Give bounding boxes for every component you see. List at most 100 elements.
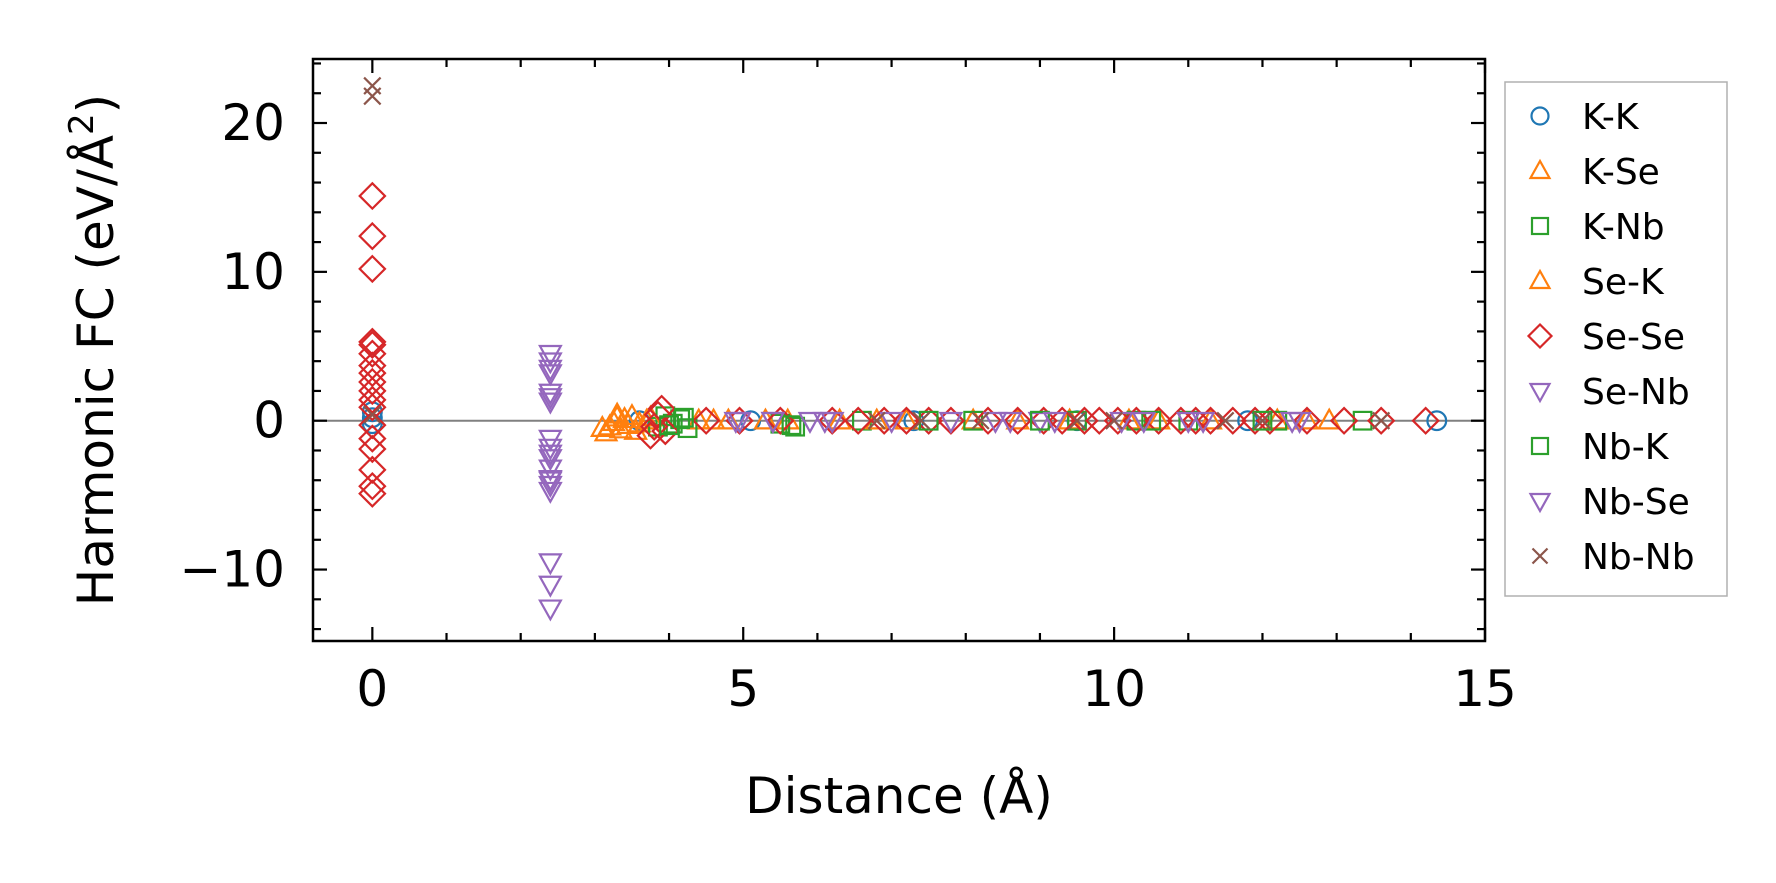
data-point	[1287, 411, 1312, 434]
legend-frame	[1504, 81, 1728, 597]
data-point	[1070, 406, 1099, 435]
y-axis-label-main: Harmonic FC (eV/Å	[67, 135, 125, 606]
plot-frame	[311, 57, 1487, 643]
y-axis-label-close: )	[67, 94, 125, 114]
legend-item-Nb-Se: Nb-Se	[1528, 482, 1690, 523]
data-point	[358, 479, 387, 508]
data-point	[1144, 406, 1173, 435]
legend-label: K-Se	[1582, 152, 1660, 193]
data-point	[538, 553, 563, 576]
legend-marker	[1528, 492, 1552, 514]
data-point	[1294, 407, 1320, 430]
data-point	[538, 475, 563, 498]
data-point	[971, 411, 990, 430]
data-point	[634, 407, 660, 430]
data-point	[827, 407, 852, 430]
data-point	[358, 339, 387, 368]
data-point	[691, 406, 721, 435]
legend-item-Se-K: Se-K	[1528, 262, 1665, 303]
data-point	[1190, 411, 1216, 434]
data-point	[538, 599, 563, 622]
data-point	[623, 417, 648, 440]
data-point	[701, 407, 726, 430]
data-point	[1005, 407, 1031, 430]
x-tick-label: 5	[727, 660, 759, 718]
series-Nb-Se	[538, 359, 1312, 494]
data-point	[1085, 406, 1114, 435]
data-points	[358, 76, 1448, 622]
data-point	[1292, 406, 1322, 435]
data-point	[1047, 406, 1077, 435]
data-point	[892, 406, 921, 435]
y-axis-label: Harmonic FC (eV/Å2)	[62, 94, 125, 606]
data-point	[589, 414, 615, 437]
data-point	[538, 344, 563, 367]
legend-item-K-Nb: K-Nb	[1530, 207, 1665, 248]
legend-item-Se-Nb: Se-Nb	[1528, 372, 1690, 413]
data-point	[604, 401, 630, 424]
data-point	[358, 471, 387, 501]
data-point	[358, 327, 387, 357]
legend-marker	[1528, 158, 1552, 180]
data-point	[358, 376, 387, 406]
legend-item-Se-Se: Se-Se	[1526, 317, 1685, 358]
data-point	[1352, 410, 1373, 431]
data-point	[358, 181, 387, 211]
data-point	[1003, 406, 1032, 435]
data-point	[903, 410, 925, 432]
data-point	[358, 358, 387, 388]
data-point	[938, 411, 964, 434]
data-point	[1068, 411, 1087, 430]
legend-label: Se-Se	[1582, 317, 1685, 358]
legend-label: Se-Nb	[1582, 372, 1690, 413]
y-tick-label: 20	[221, 94, 285, 152]
data-point	[760, 411, 786, 434]
data-point	[538, 575, 563, 598]
legend-item-Nb-K: Nb-K	[1530, 427, 1670, 468]
data-point	[636, 421, 665, 450]
x-tick-label: 0	[356, 660, 388, 718]
data-point	[1255, 406, 1285, 435]
data-point	[538, 364, 563, 387]
data-point	[363, 405, 382, 424]
data-point	[358, 424, 387, 453]
data-point	[843, 406, 873, 435]
y-tick-label: 10	[221, 243, 285, 301]
data-point	[894, 407, 919, 430]
x-axis-label: Distance (Å)	[745, 767, 1053, 825]
data-point	[973, 406, 1003, 435]
data-point	[1175, 411, 1201, 434]
data-point	[879, 411, 904, 434]
data-point	[1240, 406, 1270, 435]
data-point	[867, 411, 886, 430]
data-point	[538, 359, 563, 382]
data-point	[1253, 411, 1272, 430]
data-point	[358, 221, 387, 251]
legend-label: Se-K	[1582, 262, 1665, 303]
data-point	[781, 415, 802, 436]
data-point	[1166, 406, 1196, 435]
y-axis-label-superscript: 2	[62, 113, 102, 135]
data-point	[358, 330, 387, 359]
legend-item-K-K: K-K	[1530, 97, 1640, 138]
data-point	[538, 444, 563, 467]
data-point	[1131, 411, 1157, 434]
data-point	[538, 471, 563, 494]
data-point	[819, 411, 845, 434]
legend-marker	[1530, 436, 1550, 456]
data-point	[1372, 411, 1391, 430]
legend-label: K-Nb	[1582, 207, 1665, 248]
data-point	[651, 416, 680, 446]
legend: K-K K-Se K-Nb Se-K Se-Se Se-Nb Nb-K Nb-Se Nb-Nb	[1504, 81, 1728, 597]
data-point	[673, 407, 694, 428]
x-tick-label: 10	[1082, 660, 1146, 718]
y-tick-label: 0	[253, 392, 285, 450]
series-Se-Nb	[538, 344, 1305, 622]
data-point	[1426, 410, 1448, 432]
data-point	[1216, 411, 1235, 430]
legend-marker	[1531, 547, 1549, 565]
data-point	[659, 415, 679, 436]
data-point	[797, 411, 823, 434]
data-point	[1196, 406, 1225, 435]
